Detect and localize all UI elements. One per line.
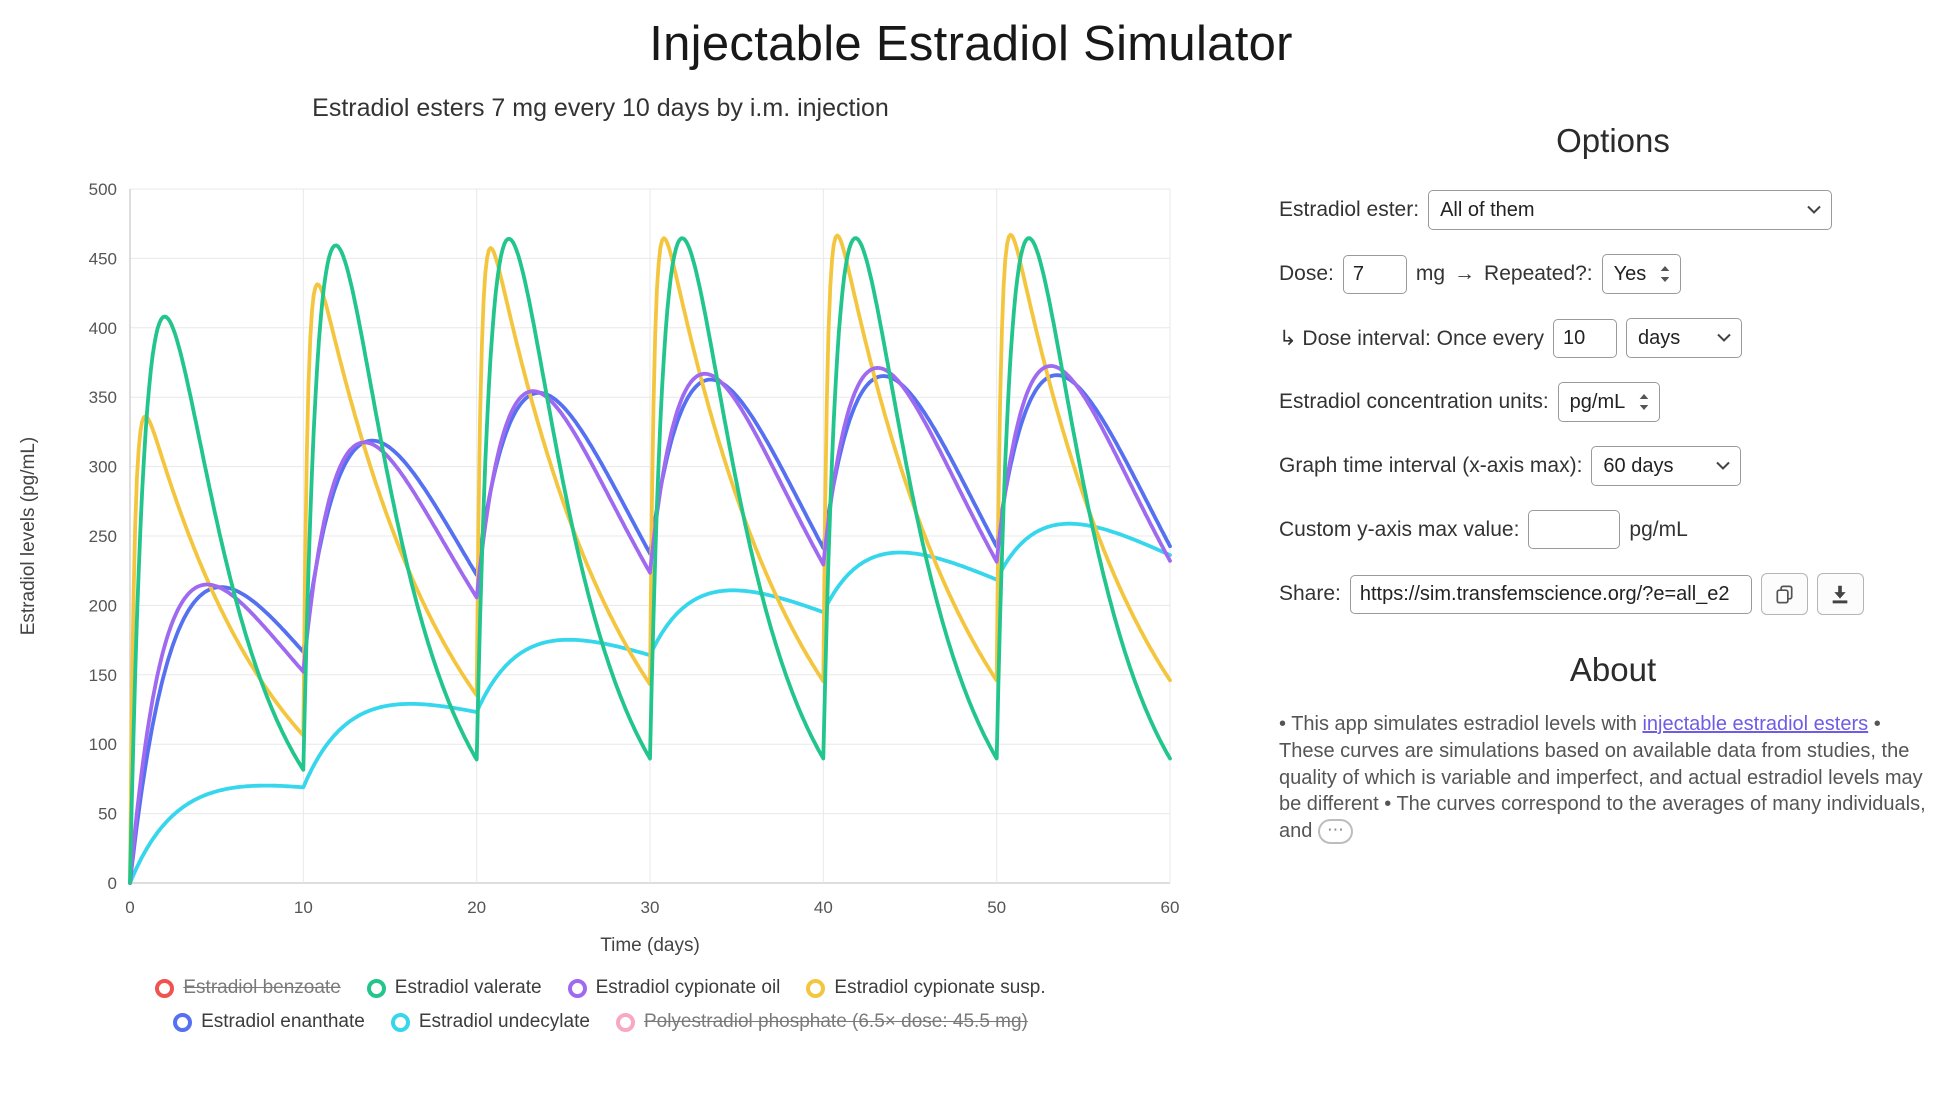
- chart-title: Estradiol esters 7 mg every 10 days by i…: [312, 94, 889, 122]
- download-icon: [1833, 585, 1848, 604]
- dose-interval-label: ↳ Dose interval: Once every: [1279, 326, 1545, 350]
- legend-label: Estradiol cypionate susp.: [834, 977, 1046, 998]
- legend-label: Estradiol undecylate: [418, 1011, 590, 1032]
- ymax-unit-label: pg/mL: [1629, 517, 1688, 541]
- legend-item-estradiol-enanthate[interactable]: Estradiol enanthate: [173, 1011, 365, 1033]
- legend-marker-icon: [390, 1012, 410, 1032]
- x-tick-label: 60: [1161, 898, 1180, 917]
- ymax-row: Custom y-axis max value: pg/mL: [1279, 510, 1942, 549]
- y-tick-label: 200: [89, 596, 117, 615]
- up-down-stepper-icon: [1660, 266, 1670, 282]
- copy-link-button[interactable]: [1760, 573, 1808, 615]
- x-tick-label: 30: [641, 898, 660, 917]
- y-tick-label: 350: [89, 388, 117, 407]
- ymax-label: Custom y-axis max value:: [1279, 517, 1520, 541]
- legend-label: Estradiol enanthate: [201, 1011, 365, 1032]
- legend-row-2: Estradiol enanthate Estradiol undecylate P…: [173, 1011, 1028, 1033]
- concentration-units-value: pg/mL: [1569, 390, 1626, 413]
- concentration-units-select[interactable]: pg/mL: [1557, 382, 1661, 422]
- y-tick-label: 450: [89, 249, 117, 268]
- about-text: • This app simulates estradiol levels wi…: [1279, 711, 1931, 845]
- x-tick-label: 20: [467, 898, 486, 917]
- about-heading: About: [1569, 651, 1657, 688]
- ester-select-value: All of them: [1440, 198, 1535, 221]
- legend-item-estradiol-cypionate-oil[interactable]: Estradiol cypionate oil: [567, 977, 781, 999]
- share-label: Share:: [1279, 582, 1341, 605]
- dose-interval-input[interactable]: [1553, 318, 1618, 358]
- legend-item-estradiol-undecylate[interactable]: Estradiol undecylate: [390, 1011, 590, 1033]
- legend-marker-icon: [155, 978, 175, 998]
- interval-unit-value: days: [1638, 326, 1681, 349]
- arrow-right-icon: →: [1454, 262, 1476, 285]
- options-panel: Options Estradiol ester: All of them Dos…: [1279, 92, 1942, 1033]
- legend-label: Estradiol benzoate: [183, 977, 341, 998]
- x-tick-label: 0: [125, 898, 134, 917]
- about-more-button[interactable]: ⋯: [1317, 819, 1353, 845]
- up-down-stepper-icon: [1639, 394, 1649, 410]
- chart-legend: Estradiol benzoate Estradiol valerate Estr…: [8, 977, 1193, 1033]
- legend-item-polyestradiol-phosphate-6-5-dose-45-5-mg[interactable]: Polyestradiol phosphate (6.5× dose: 45.5…: [615, 1011, 1028, 1033]
- legend-marker-icon: [567, 978, 587, 998]
- dose-input[interactable]: [1342, 254, 1407, 294]
- x-axis-title: Time (days): [600, 935, 700, 956]
- interval-row: ↳ Dose interval: Once every days: [1279, 318, 1942, 358]
- dose-unit-label: mg: [1415, 262, 1446, 285]
- y-tick-label: 300: [89, 458, 117, 477]
- legend-item-estradiol-valerate[interactable]: Estradiol valerate: [366, 977, 542, 999]
- share-row: Share:: [1279, 573, 1942, 615]
- y-tick-label: 100: [89, 735, 117, 754]
- y-tick-label: 500: [89, 180, 117, 199]
- download-button[interactable]: [1816, 573, 1864, 615]
- chevron-down-icon: [1807, 205, 1821, 214]
- injectable-estradiol-esters-link[interactable]: injectable estradiol esters: [1642, 713, 1869, 735]
- options-heading: Options: [1556, 122, 1670, 159]
- y-axis-title: Estradiol levels (pg/mL): [18, 437, 39, 636]
- x-tick-label: 10: [294, 898, 313, 917]
- legend-item-estradiol-benzoate[interactable]: Estradiol benzoate: [155, 977, 341, 999]
- dose-row: Dose: mg → Repeated?: Yes: [1279, 254, 1942, 294]
- ester-row: Estradiol ester: All of them: [1279, 190, 1942, 230]
- legend-label: Estradiol valerate: [394, 977, 542, 998]
- legend-label: Polyestradiol phosphate (6.5× dose: 45.5…: [643, 1011, 1028, 1032]
- legend-label: Estradiol cypionate oil: [595, 977, 781, 998]
- main-content: Estradiol esters 7 mg every 10 days by i…: [0, 92, 1942, 1033]
- ester-select[interactable]: All of them: [1428, 190, 1833, 230]
- y-tick-label: 0: [108, 874, 117, 893]
- legend-marker-icon: [615, 1012, 635, 1032]
- units-row: Estradiol concentration units: pg/mL: [1279, 382, 1942, 422]
- estradiol-levels-chart[interactable]: 0 50 100 150 200 250 300 350 400 450 500 0 10 20 30 40 5…: [8, 131, 1188, 961]
- graph-interval-row: Graph time interval (x-axis max): 60 day…: [1279, 446, 1942, 486]
- graph-interval-label: Graph time interval (x-axis max):: [1279, 454, 1583, 477]
- legend-marker-icon: [173, 1012, 193, 1032]
- graph-interval-value: 60 days: [1603, 454, 1674, 477]
- y-tick-label: 50: [98, 805, 117, 824]
- series-line-estradiol-valerate: [128, 236, 1172, 885]
- x-tick-label: 40: [814, 898, 833, 917]
- repeated-select[interactable]: Yes: [1601, 254, 1682, 294]
- copy-icon: [1776, 584, 1793, 604]
- ymax-input[interactable]: [1528, 510, 1621, 549]
- repeated-select-value: Yes: [1613, 262, 1647, 285]
- interval-unit-select[interactable]: days: [1626, 318, 1743, 358]
- repeated-label: Repeated?:: [1484, 262, 1593, 285]
- dose-label: Dose:: [1279, 262, 1334, 285]
- ester-label: Estradiol ester:: [1279, 198, 1420, 221]
- share-url-input[interactable]: [1349, 574, 1752, 614]
- legend-row-1: Estradiol benzoate Estradiol valerate Estr…: [155, 977, 1046, 999]
- chart-section: Estradiol esters 7 mg every 10 days by i…: [8, 92, 1193, 1033]
- x-tick-label: 50: [987, 898, 1006, 917]
- y-tick-label: 400: [89, 319, 117, 338]
- y-tick-label: 150: [89, 666, 117, 685]
- concentration-units-label: Estradiol concentration units:: [1279, 390, 1549, 413]
- legend-marker-icon: [806, 978, 826, 998]
- legend-item-estradiol-cypionate-susp[interactable]: Estradiol cypionate susp.: [806, 977, 1046, 999]
- chevron-down-icon: [1717, 333, 1731, 342]
- series-line-estradiol-cypionate-oil: [128, 364, 1172, 885]
- page-title: Injectable Estradiol Simulator: [649, 17, 1293, 71]
- y-tick-label: 250: [89, 527, 117, 546]
- graph-interval-select[interactable]: 60 days: [1591, 446, 1742, 486]
- chevron-down-icon: [1716, 461, 1731, 470]
- legend-marker-icon: [366, 978, 386, 998]
